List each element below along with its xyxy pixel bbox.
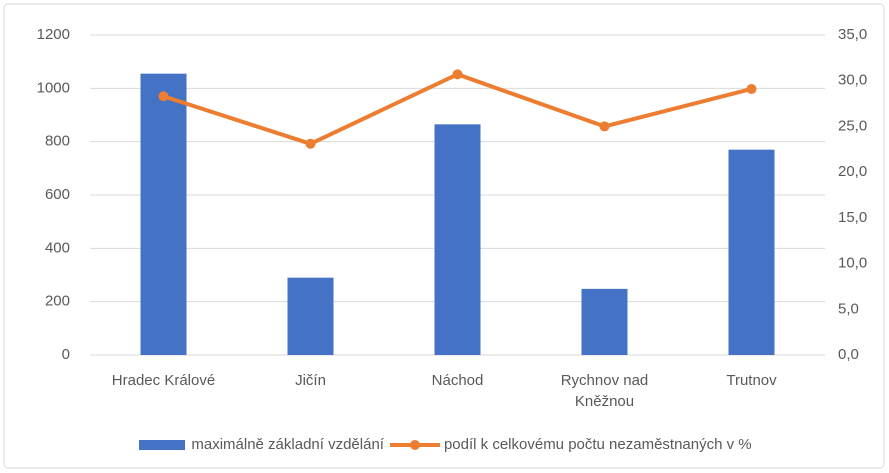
y2-tick-label: 5,0 <box>838 300 859 317</box>
y-tick-label: 1000 <box>37 79 70 96</box>
legend-label: maximálně základní vzdělání <box>191 436 384 453</box>
y2-tick-label: 15,0 <box>838 209 867 226</box>
bar <box>140 73 187 356</box>
x-tick-label: Hradec Králové <box>111 372 216 389</box>
bar <box>434 124 481 355</box>
chart-frame <box>3 3 885 469</box>
y-tick-label: 1200 <box>37 26 70 43</box>
legend-bar <box>139 439 186 450</box>
y2-tick-label: 25,0 <box>838 117 867 134</box>
y-tick-label: 600 <box>45 186 70 203</box>
line-marker <box>305 138 316 149</box>
y-tick-label: 0 <box>62 346 70 363</box>
legend-item: maximálně základní vzdělání <box>137 436 384 453</box>
legend: maximálně základní vzdělání podíl k celko… <box>0 436 889 453</box>
bar <box>287 277 334 355</box>
legend-label: podíl k celkovému počtu nezaměstnaných v… <box>443 436 752 453</box>
y-tick-label: 400 <box>45 239 70 256</box>
x-tick-label: Trutnov <box>726 372 777 389</box>
line-marker <box>599 121 610 132</box>
y2-tick-label: 35,0 <box>838 26 867 43</box>
x-tick-label: Náchod <box>431 372 484 389</box>
legend-marker <box>409 439 420 450</box>
line-marker <box>746 83 757 94</box>
y2-tick-label: 0,0 <box>838 346 859 363</box>
bar <box>581 288 628 355</box>
line-marker <box>158 91 169 102</box>
x-tick-label: Rychnov nad Kněžnou <box>560 372 649 410</box>
legend-swatch <box>139 439 186 450</box>
legend-item: podíl k celkovému počtu nezaměstnaných v… <box>389 436 752 453</box>
y-tick-label: 200 <box>45 293 70 310</box>
y2-tick-label: 10,0 <box>838 255 867 272</box>
x-tick-label: Jičín <box>295 372 326 389</box>
line-marker <box>452 69 463 80</box>
y2-tick-label: 20,0 <box>838 163 867 180</box>
legend-swatch <box>389 439 440 450</box>
y2-tick-label: 30,0 <box>838 72 867 89</box>
y-tick-label: 800 <box>45 133 70 150</box>
bar <box>728 149 775 355</box>
